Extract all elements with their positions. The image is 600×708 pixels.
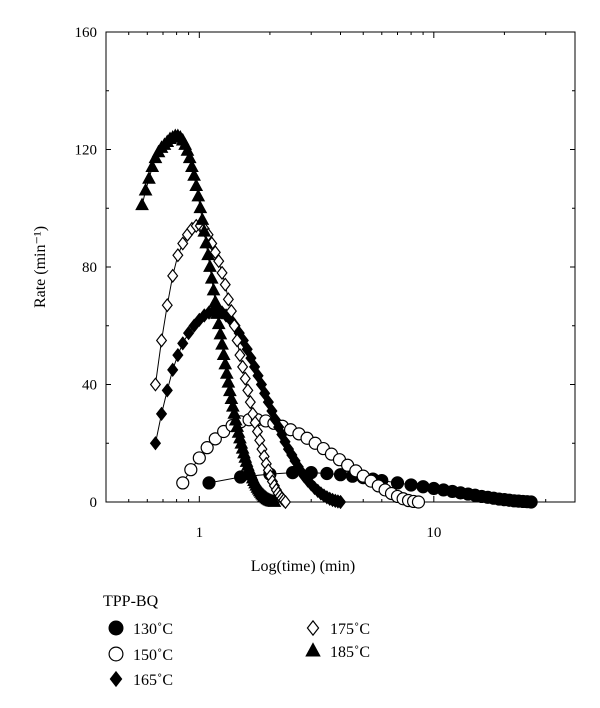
data-point xyxy=(149,436,162,451)
data-point xyxy=(524,495,538,509)
plot-frame xyxy=(105,31,576,503)
x-tick-label: 1 xyxy=(196,525,204,541)
data-point xyxy=(161,383,173,398)
legend-label: 150˚C xyxy=(133,647,173,664)
data-point xyxy=(155,406,168,422)
y-tick-label: 120 xyxy=(75,143,98,159)
data-point xyxy=(245,350,257,366)
data-point xyxy=(234,347,246,363)
data-point xyxy=(149,377,162,392)
data-point xyxy=(216,347,231,360)
data-point xyxy=(161,298,173,313)
data-point xyxy=(189,178,204,192)
data-point xyxy=(176,476,190,490)
axes: 0 40 80 120 160 1 10 xyxy=(75,25,576,541)
data-point xyxy=(145,159,160,172)
y-axis-title: Rate (min⁻¹) xyxy=(32,226,49,308)
series-3 xyxy=(149,218,292,510)
legend-marker xyxy=(306,619,320,637)
data-point xyxy=(242,383,254,398)
data-point xyxy=(267,494,282,507)
y-tick-label: 160 xyxy=(75,25,98,41)
data-point xyxy=(206,282,221,296)
data-point xyxy=(204,270,219,284)
series-layer xyxy=(135,128,538,510)
data-point xyxy=(200,441,214,455)
data-point xyxy=(210,306,224,319)
data-point xyxy=(172,347,184,363)
data-point xyxy=(225,303,237,319)
data-point xyxy=(177,336,189,351)
legend: 130˚C 150˚C 165˚C 175˚C 185˚C xyxy=(108,619,370,689)
data-point xyxy=(199,235,214,249)
data-point xyxy=(195,212,210,225)
data-point xyxy=(208,294,223,308)
series-2 xyxy=(149,303,347,510)
data-point xyxy=(191,188,206,202)
data-point xyxy=(244,394,256,410)
legend-marker xyxy=(108,620,124,636)
legend-label: 175˚C xyxy=(330,621,370,638)
data-point xyxy=(239,371,251,386)
data-point xyxy=(215,337,229,350)
data-point xyxy=(213,253,225,269)
data-point xyxy=(334,494,347,510)
data-point xyxy=(193,200,208,214)
data-point xyxy=(167,362,179,377)
data-point xyxy=(228,318,240,333)
legend-marker xyxy=(109,670,123,688)
y-tick-label: 40 xyxy=(82,378,97,394)
series-0 xyxy=(202,466,538,509)
legend-title: TPP-BQ xyxy=(103,593,159,610)
data-point xyxy=(167,268,179,283)
data-point xyxy=(197,223,212,237)
data-point xyxy=(201,247,215,261)
data-point xyxy=(187,168,201,181)
x-axis-title: Log(time) (min) xyxy=(251,558,355,575)
legend-label: 165˚C xyxy=(133,672,173,689)
legend-marker xyxy=(108,646,124,662)
data-point xyxy=(231,333,243,348)
data-point xyxy=(177,236,189,251)
data-point xyxy=(208,432,222,446)
y-tick-label: 80 xyxy=(82,260,97,276)
data-point xyxy=(241,342,253,357)
data-point xyxy=(135,197,149,211)
legend-label: 185˚C xyxy=(330,644,370,661)
data-point xyxy=(411,495,426,509)
data-point xyxy=(237,359,249,375)
data-point xyxy=(213,326,228,340)
data-point xyxy=(202,476,216,490)
data-point xyxy=(390,476,405,490)
x-tick-label: 10 xyxy=(426,525,441,541)
data-point xyxy=(185,159,199,172)
data-point xyxy=(279,494,292,510)
data-point xyxy=(184,463,198,477)
data-point xyxy=(259,386,271,401)
data-point xyxy=(182,325,195,341)
data-point xyxy=(404,478,418,492)
data-point xyxy=(155,333,168,348)
data-point xyxy=(203,259,217,272)
data-point xyxy=(219,277,231,292)
data-point xyxy=(416,480,430,494)
data-point xyxy=(320,466,334,481)
legend-marker xyxy=(305,642,321,657)
data-point xyxy=(211,316,226,330)
legend-label: 130˚C xyxy=(133,621,173,638)
data-point xyxy=(216,265,228,281)
data-point xyxy=(218,356,233,370)
data-point xyxy=(138,182,153,196)
y-tick-label: 0 xyxy=(90,495,98,511)
series-4 xyxy=(135,128,282,507)
data-point xyxy=(222,292,234,307)
data-point xyxy=(192,451,206,465)
data-point xyxy=(182,150,197,164)
data-point xyxy=(172,248,184,263)
data-point xyxy=(142,171,156,184)
